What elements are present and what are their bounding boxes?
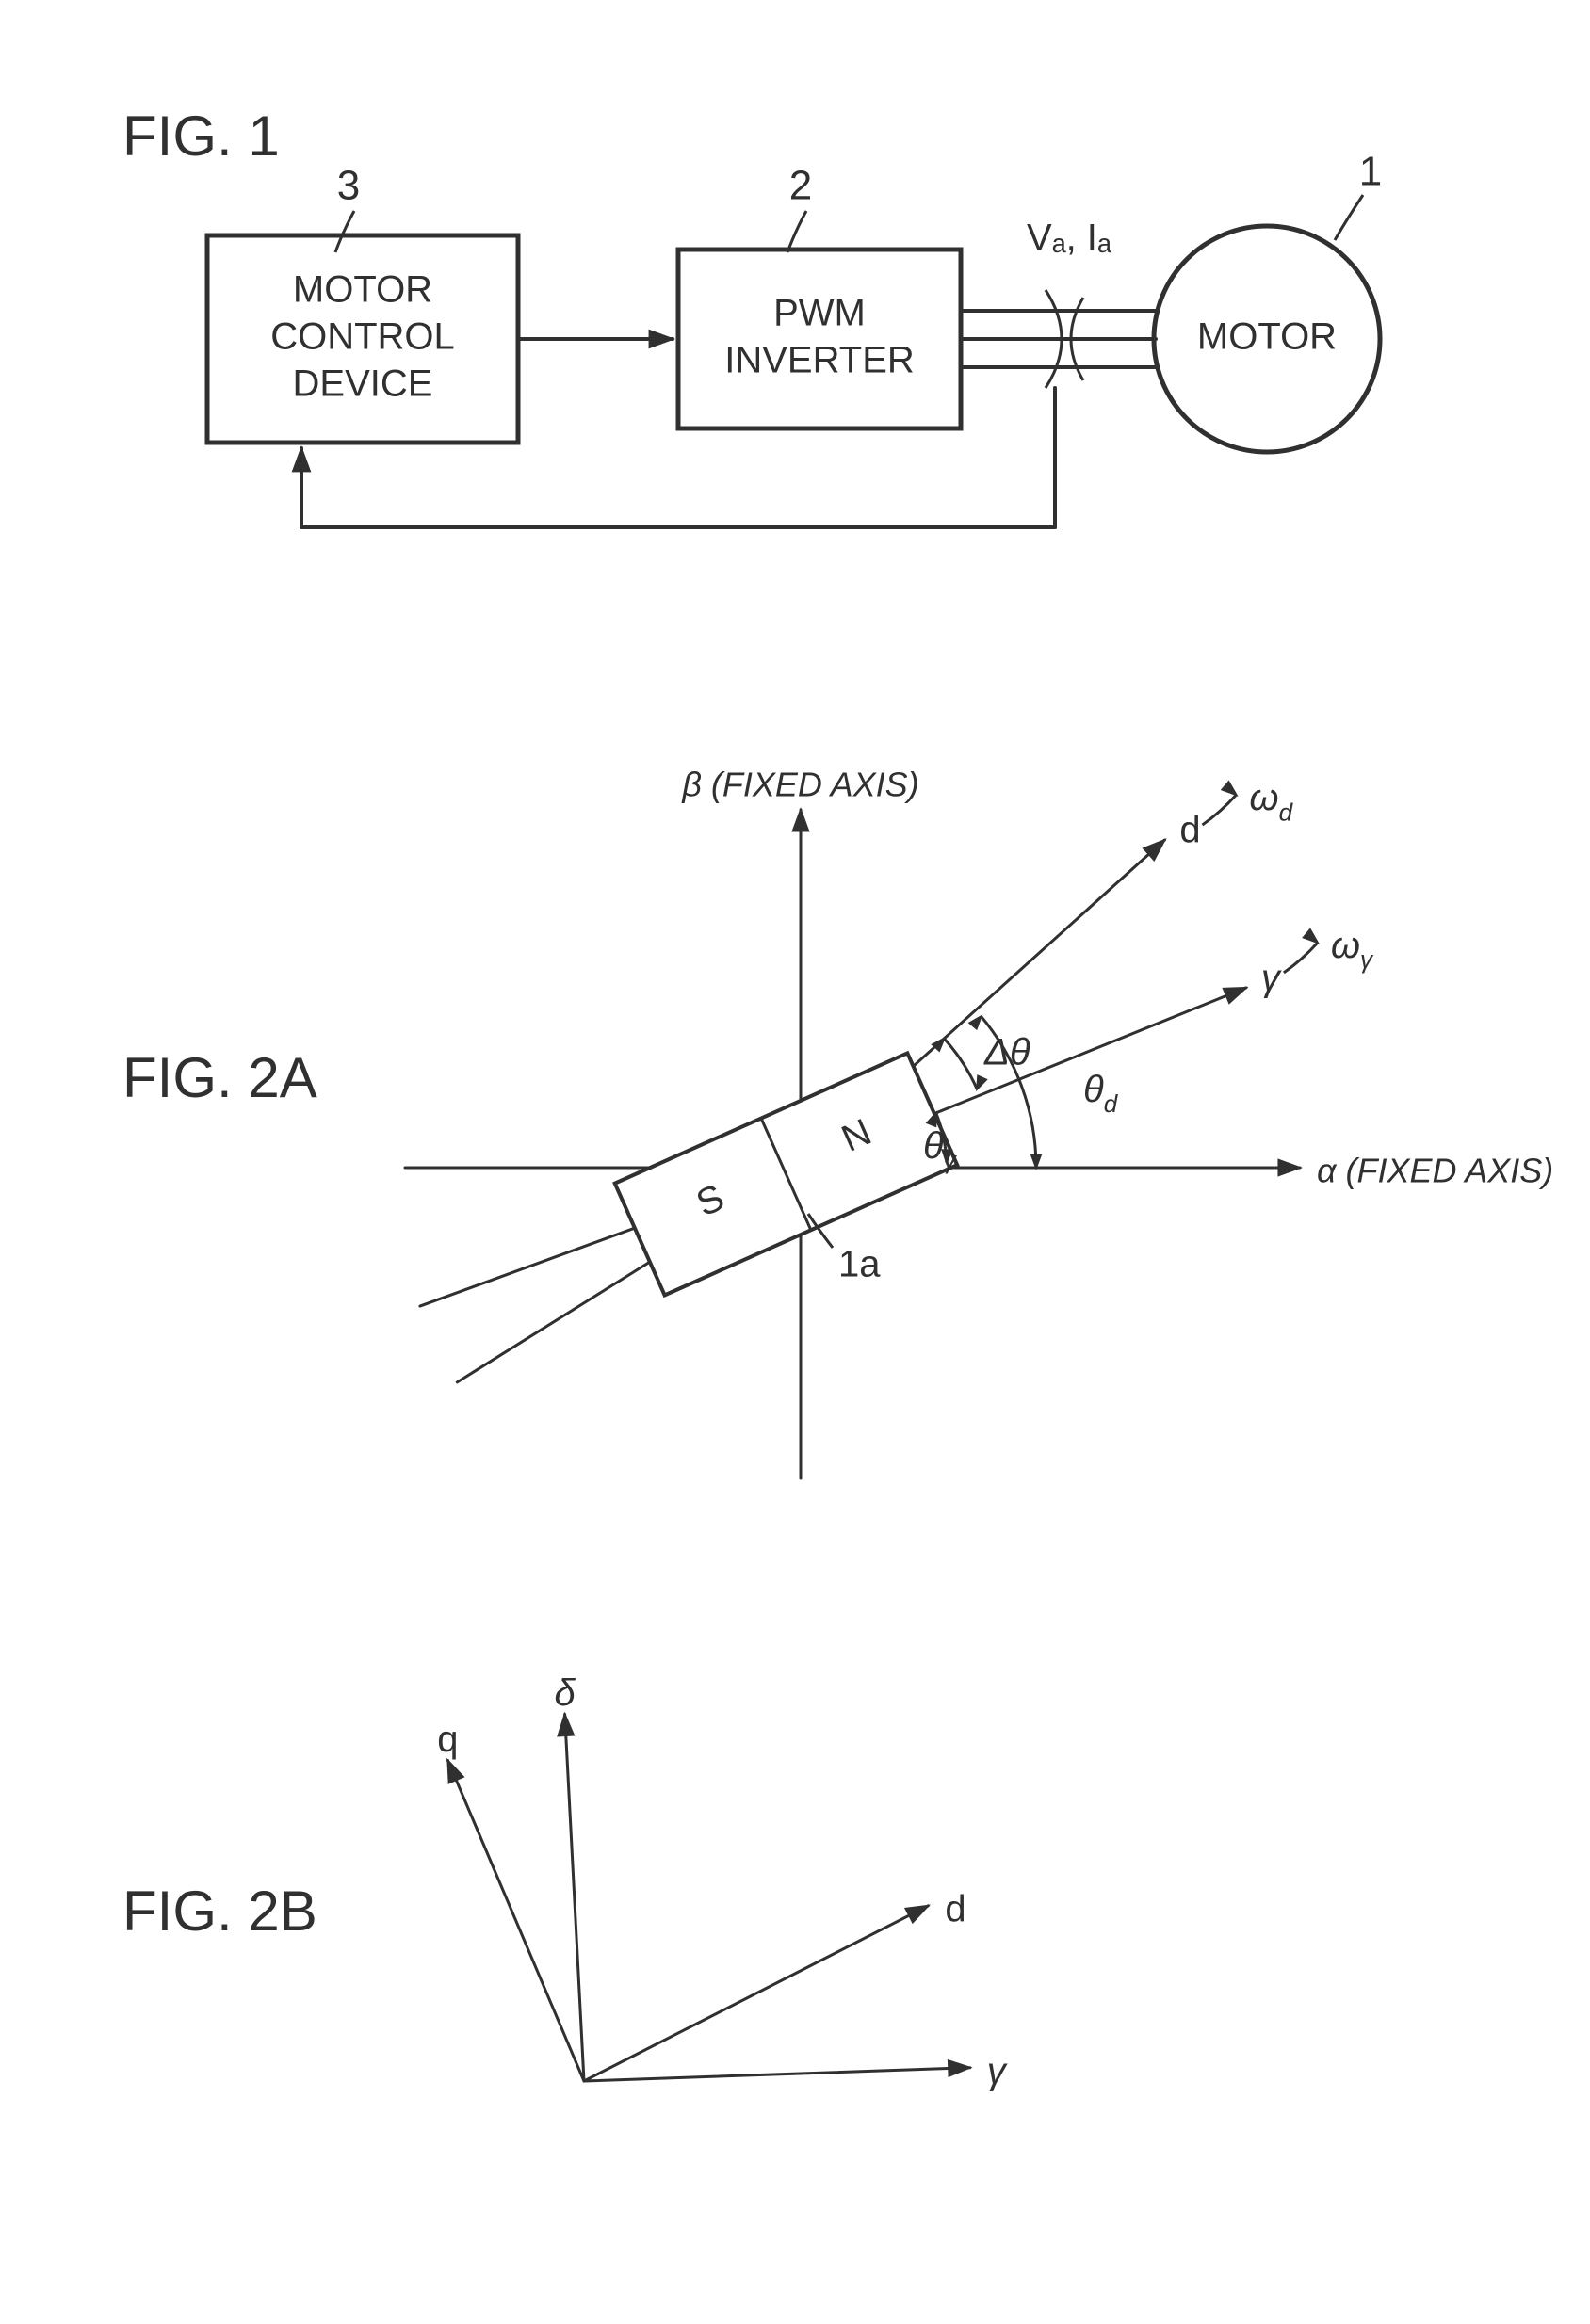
svg-text:2: 2 [789, 163, 812, 209]
svg-text:ωγ: ωγ [1331, 925, 1374, 974]
svg-text:d: d [1179, 810, 1200, 851]
svg-text:θd: θd [1083, 1069, 1119, 1118]
svg-text:q: q [437, 1719, 458, 1760]
fig1: MOTOR CONTROL DEVICE PWM INVERTER MOTOR 3 2 1 Vₐ,… [207, 149, 1382, 527]
svg-text:MOTOR: MOTOR [1197, 316, 1337, 358]
fig2a-label: FIG. 2A [122, 1045, 317, 1110]
svg-text:β (FIXED AXIS): β (FIXED AXIS) [681, 766, 918, 804]
svg-text:Vₐ, Iₐ: Vₐ, Iₐ [1027, 218, 1112, 259]
svg-text:γ: γ [1261, 958, 1282, 999]
svg-text:INVERTER: INVERTER [724, 340, 915, 381]
magnet: NS [615, 1053, 957, 1295]
svg-text:PWM: PWM [773, 293, 866, 334]
svg-text:Δθ: Δθ [983, 1032, 1030, 1073]
svg-text:1: 1 [1359, 149, 1382, 195]
svg-text:MOTOR: MOTOR [293, 269, 432, 311]
svg-text:DEVICE: DEVICE [293, 363, 433, 405]
svg-text:α (FIXED AXIS): α (FIXED AXIS) [1317, 1152, 1553, 1190]
fig2b-label: FIG. 2B [122, 1879, 317, 1944]
svg-text:γ: γ [987, 2050, 1008, 2091]
svg-text:3: 3 [337, 163, 360, 209]
fig2b: γ d δ q [437, 1672, 1007, 2091]
svg-text:1a: 1a [838, 1244, 881, 1285]
svg-text:d: d [945, 1888, 965, 1929]
fig2a: α (FIXED AXIS) β (FIXED AXIS) d ωd γ ωγ NS1a θd… [405, 766, 1553, 1478]
svg-text:ωd: ωd [1249, 777, 1293, 826]
svg-text:δ: δ [554, 1672, 576, 1714]
fig1-label: FIG. 1 [122, 104, 280, 169]
svg-text:CONTROL: CONTROL [270, 316, 455, 358]
